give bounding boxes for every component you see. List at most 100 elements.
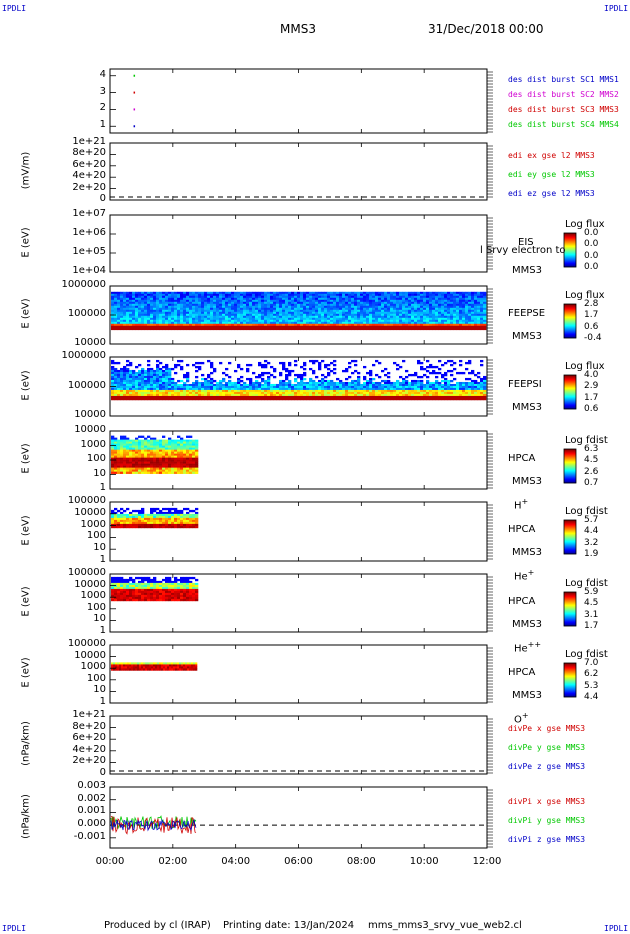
heatmap-cell: [126, 391, 130, 395]
heatmap-cell: [330, 305, 334, 309]
heatmap-cell: [324, 293, 328, 297]
heatmap-cell: [387, 323, 391, 327]
heatmap-cell: [420, 313, 424, 317]
heatmap-cell: [123, 453, 127, 456]
heatmap-cell: [327, 317, 331, 321]
heatmap-cell: [480, 303, 484, 307]
heatmap-cell: [219, 383, 223, 387]
heatmap-cell: [399, 293, 403, 297]
heatmap-cell: [111, 521, 115, 525]
heatmap-cell: [162, 449, 166, 452]
heatmap-cell: [165, 379, 169, 383]
heatmap-cell: [174, 299, 178, 303]
heatmap-cell: [261, 313, 265, 317]
heatmap-cell: [156, 297, 160, 301]
heatmap-cell: [279, 291, 283, 295]
heatmap-cell: [321, 359, 325, 363]
colorbar-cell: [564, 480, 576, 482]
heatmap-cell: [237, 365, 241, 369]
heatmap-cell: [363, 319, 367, 323]
heatmap-cell: [327, 373, 331, 377]
heatmap-cell: [357, 395, 361, 399]
heatmap-cell: [213, 297, 217, 301]
heatmap-cell: [180, 395, 184, 399]
heatmap-cell: [327, 393, 331, 397]
heatmap-cell: [396, 307, 400, 311]
heatmap-cell: [210, 303, 214, 307]
heatmap-cell: [390, 393, 394, 397]
heatmap-cell: [225, 387, 229, 391]
heatmap-cell: [144, 293, 148, 297]
heatmap-cell: [318, 393, 322, 397]
heatmap-cell: [192, 469, 196, 472]
heatmap-cell: [120, 443, 124, 446]
heatmap-cell: [168, 315, 172, 319]
heatmap-cell: [195, 311, 199, 315]
heatmap-cell: [309, 313, 313, 317]
heatmap-cell: [264, 295, 268, 299]
colorbar-cell: [564, 329, 576, 331]
heatmap-cell: [177, 315, 181, 319]
heatmap-cell: [186, 389, 190, 393]
heatmap-cell: [306, 315, 310, 319]
heatmap-cell: [240, 299, 244, 303]
heatmap-cell: [174, 325, 178, 329]
heatmap-cell: [345, 383, 349, 387]
heatmap-cell: [483, 387, 487, 391]
heatmap-cell: [396, 303, 400, 307]
heatmap-cell: [168, 441, 172, 444]
heatmap-cell: [156, 453, 160, 456]
heatmap-cell: [276, 387, 280, 391]
heatmap-cell: [222, 391, 226, 395]
heatmap-cell: [468, 359, 472, 363]
heatmap-cell: [201, 383, 205, 387]
heatmap-cell: [240, 389, 244, 393]
heatmap-cell: [159, 457, 163, 460]
heatmap-cell: [165, 467, 169, 470]
heatmap-cell: [447, 295, 451, 299]
heatmap-cell: [333, 293, 337, 297]
heatmap-cell: [114, 517, 118, 521]
heatmap-cell: [372, 309, 376, 313]
heatmap-cell: [426, 303, 430, 307]
heatmap-cell: [207, 359, 211, 363]
heatmap-cell: [123, 365, 127, 369]
heatmap-cell: [453, 295, 457, 299]
heatmap-cell: [267, 311, 271, 315]
heatmap-cell: [438, 393, 442, 397]
heatmap-cell: [420, 319, 424, 323]
heatmap-cell: [213, 395, 217, 399]
heatmap-cell: [465, 323, 469, 327]
heatmap-cell: [153, 471, 157, 474]
heatmap-cell: [273, 369, 277, 373]
heatmap-cell: [375, 307, 379, 311]
heatmap-cell: [411, 313, 415, 317]
heatmap-cell: [117, 321, 121, 325]
heatmap-cell: [138, 525, 142, 529]
heatmap-cell: [387, 313, 391, 317]
colorbar-cell: [564, 315, 576, 317]
heatmap-cell: [453, 293, 457, 297]
heatmap-cell: [285, 299, 289, 303]
heatmap-cell: [165, 439, 169, 442]
heatmap-cell: [297, 291, 301, 295]
heatmap-cell: [453, 361, 457, 365]
heatmap-cell: [138, 325, 142, 329]
heatmap-cell: [162, 291, 166, 295]
heatmap-cell: [405, 391, 409, 395]
heatmap-cell: [342, 307, 346, 311]
heatmap-cell: [255, 297, 259, 301]
heatmap-cell: [216, 393, 220, 397]
heatmap-cell: [150, 467, 154, 470]
heatmap-cell: [117, 327, 121, 331]
heatmap-cell: [354, 397, 358, 401]
heatmap-cell: [195, 447, 199, 450]
heatmap-cell: [138, 305, 142, 309]
heatmap-cell: [201, 381, 205, 385]
heatmap-cell: [426, 395, 430, 399]
heatmap-cell: [150, 471, 154, 474]
heatmap-cell: [192, 303, 196, 307]
heatmap-cell: [351, 305, 355, 309]
heatmap-cell: [402, 315, 406, 319]
heatmap-cell: [138, 379, 142, 383]
